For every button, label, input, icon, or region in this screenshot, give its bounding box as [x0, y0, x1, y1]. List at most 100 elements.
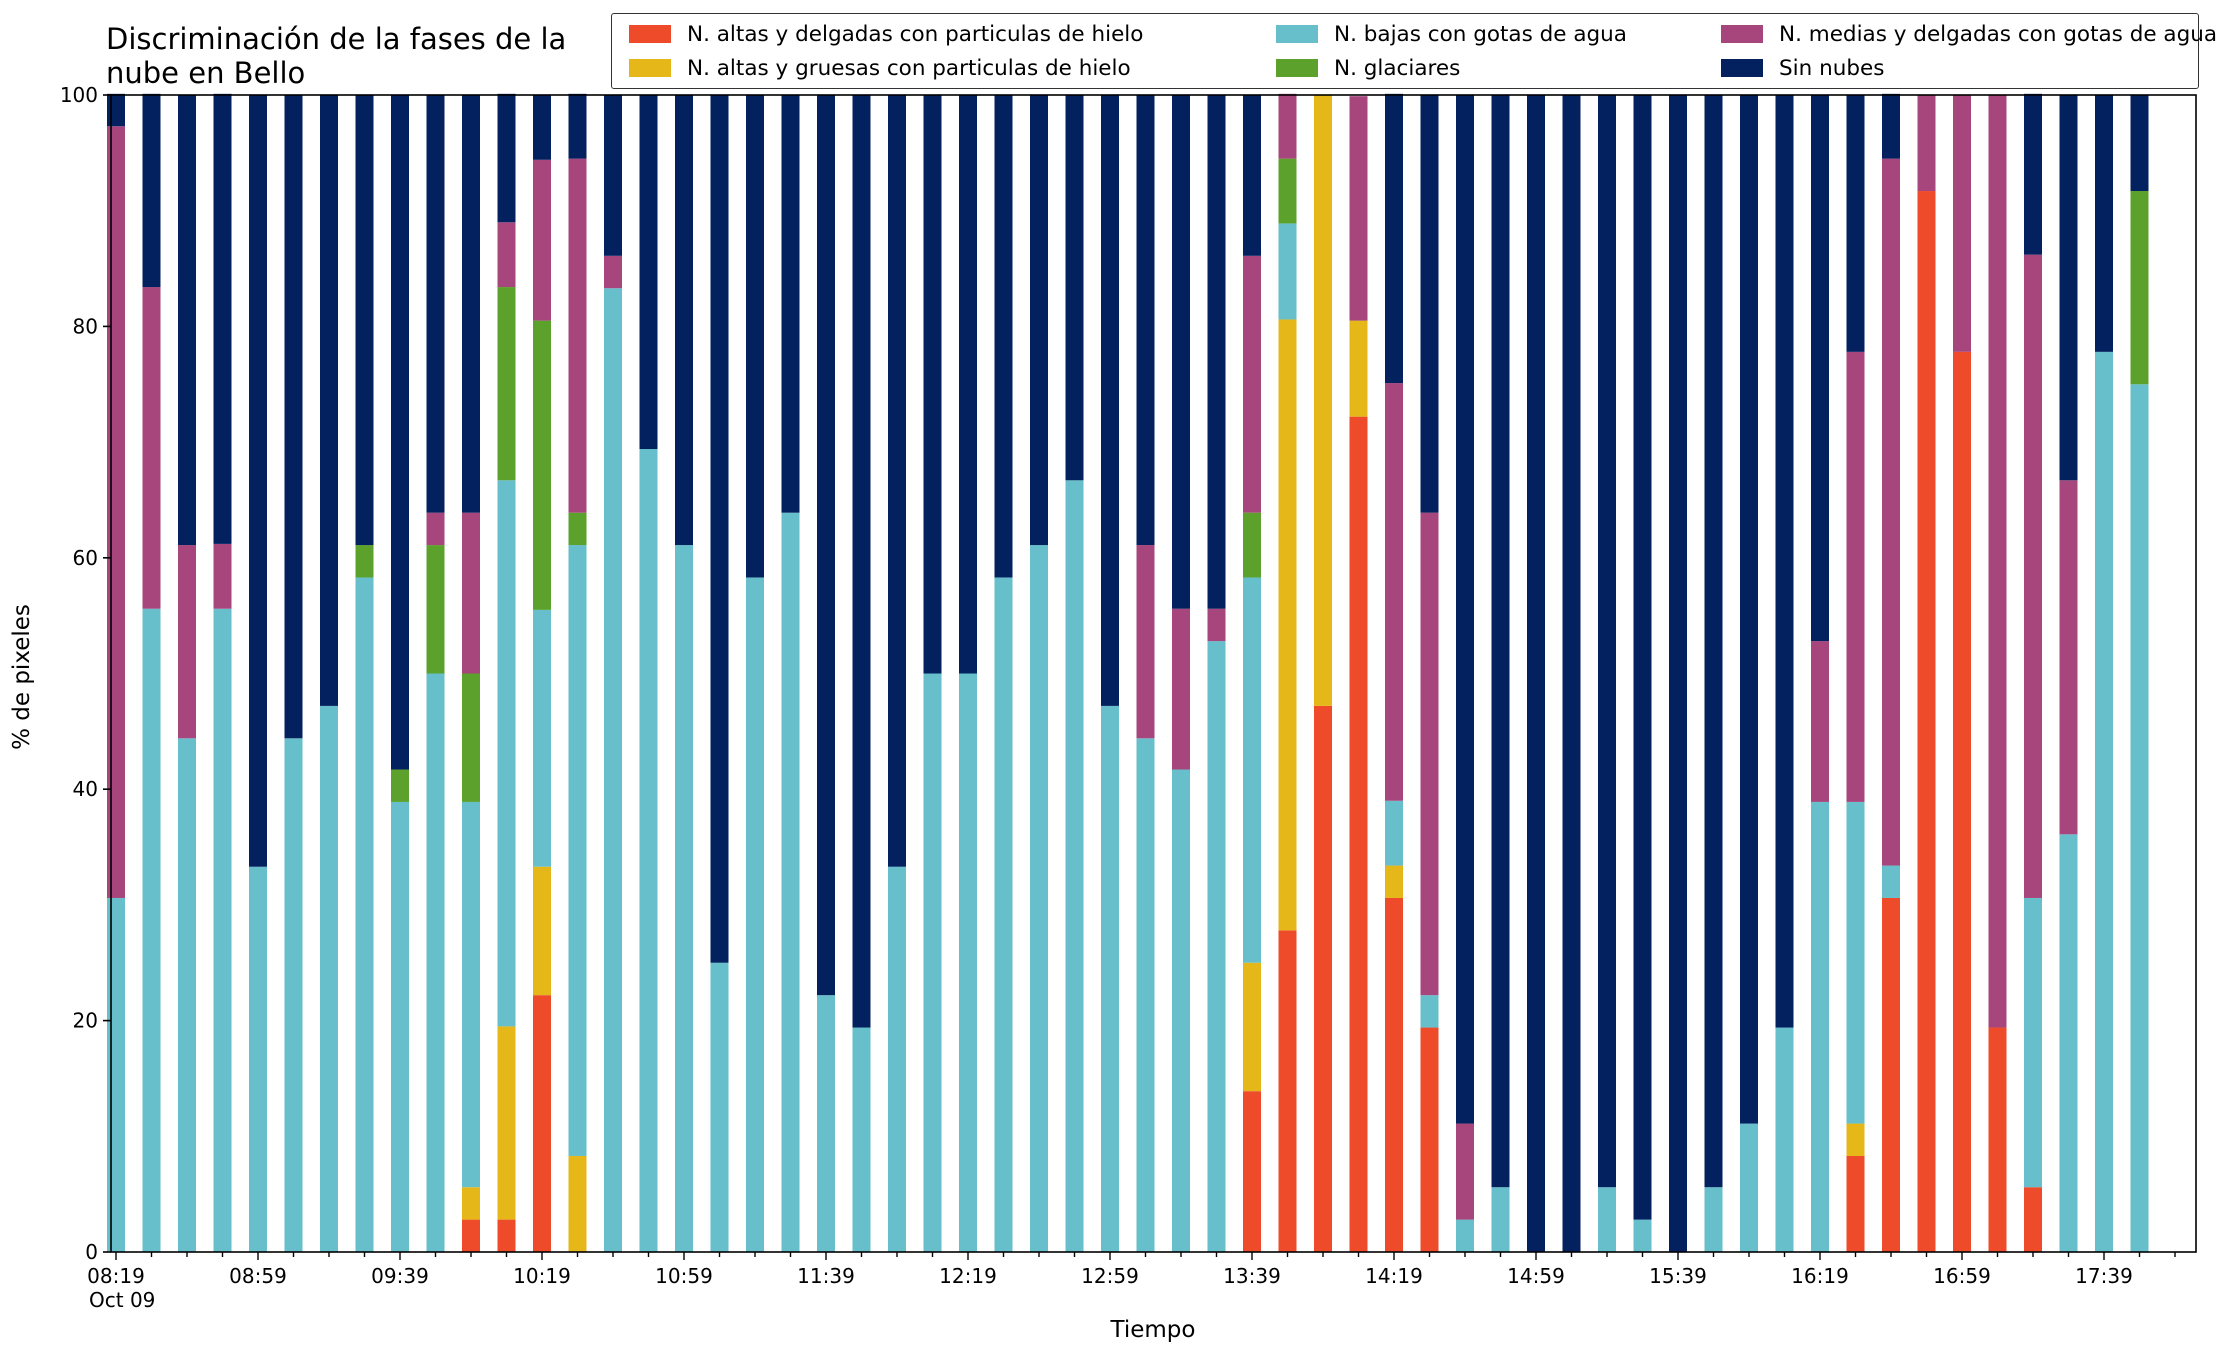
bar-segment-3-08:29 [142, 608, 161, 1252]
bar-segment-3-11:39 [817, 995, 835, 1252]
x-tick-label-11:39: 11:39 [797, 1264, 855, 1288]
legend-label-1: N. altas y delgadas con particulas de hi… [687, 21, 1144, 47]
bar-segment-6-17:39 [2095, 95, 2113, 352]
y-tick-label-20: 20 [73, 1009, 98, 1033]
x-axis-label: Tiempo [1110, 1317, 1196, 1343]
bar-segment-6-09:49 [426, 95, 445, 513]
bar-segment-1-13:59 [1314, 705, 1332, 1252]
bar-segment-6-15:29 [1633, 95, 1652, 1220]
legend-swatch-5 [1721, 25, 1763, 43]
bar-segment-2-13:49 [1278, 319, 1297, 931]
bar-segment-1-16:39 [1882, 897, 1900, 1252]
bar-segment-3-09:29 [355, 577, 374, 1252]
bar-segment-3-09:39 [391, 801, 409, 1252]
bar-segment-5-10:29 [568, 158, 587, 513]
bar-segment-3-08:19 [107, 897, 125, 1252]
bar-segment-6-14:59 [1527, 95, 1545, 1252]
bar-segment-6-15:19 [1598, 95, 1616, 1188]
bar-segment-6-08:29 [142, 93, 161, 288]
bar-segment-6-17:19 [2024, 93, 2042, 255]
bar-segment-5-13:09 [1136, 545, 1155, 739]
bar-segment-3-10:39 [604, 288, 622, 1253]
x-tick-label-16:19: 16:19 [1791, 1264, 1849, 1288]
bar-segment-6-15:59 [1740, 95, 1758, 1124]
bar-segment-3-08:59 [249, 866, 267, 1252]
x-tick-label-14:19: 14:19 [1365, 1264, 1423, 1288]
x-tick-label-10:59: 10:59 [655, 1264, 713, 1288]
bar-segment-3-14:29 [1420, 995, 1439, 1028]
bar-segment-3-11:09 [710, 962, 729, 1252]
x-tick-label-14:59: 14:59 [1507, 1264, 1565, 1288]
bar-segment-6-13:29 [1207, 95, 1226, 609]
bar-segment-5-08:19 [107, 126, 125, 898]
bar-segment-3-16:09 [1775, 1027, 1794, 1252]
x-tick-label-17:39: 17:39 [2075, 1264, 2133, 1288]
bar-segment-3-17:39 [2095, 351, 2113, 1253]
bar-segment-2-16:29 [1846, 1123, 1865, 1156]
bar-segment-1-14:29 [1420, 1027, 1439, 1252]
bar-segment-5-10:19 [533, 159, 551, 321]
bar-segment-3-09:09 [284, 738, 303, 1252]
legend-label-2: N. altas y gruesas con particulas de hie… [687, 55, 1131, 81]
y-axis-label: % de pixeles [9, 604, 35, 750]
legend-swatch-1 [629, 25, 671, 43]
y-tick-label-40: 40 [73, 777, 98, 801]
bar-segment-3-11:29 [781, 512, 800, 1252]
x-date-label: Oct 09 [89, 1288, 155, 1312]
bar-segment-3-15:29 [1633, 1219, 1652, 1252]
bar-segment-6-16:29 [1846, 95, 1865, 352]
bar-segment-2-14:09 [1349, 320, 1368, 417]
bar-segment-6-14:19 [1385, 93, 1403, 384]
bar-segment-3-12:39 [1030, 545, 1048, 1252]
bar-segment-5-16:39 [1882, 158, 1900, 866]
bar-segment-4-10:19 [533, 320, 551, 610]
bar-segment-3-10:49 [639, 449, 658, 1252]
bar-segment-6-11:09 [710, 95, 729, 963]
legend-item-1: N. altas y delgadas con particulas de hi… [629, 19, 1143, 49]
legend-label-6: Sin nubes [1779, 55, 1885, 81]
y-tick-label-0: 0 [85, 1240, 98, 1264]
bar-segment-3-14:19 [1385, 800, 1403, 866]
legend-item-5: N. medias y delgadas con gotas de agua [1721, 19, 2216, 49]
bar-segment-4-13:39 [1243, 512, 1261, 578]
bar-segment-3-16:29 [1846, 801, 1865, 1124]
bar-segment-6-16:39 [1882, 93, 1900, 159]
bar-segment-5-16:59 [1953, 95, 1971, 352]
bar-segment-3-17:29 [2059, 834, 2078, 1252]
x-tick-label-15:39: 15:39 [1649, 1264, 1707, 1288]
bar-segment-1-14:09 [1349, 416, 1368, 1252]
legend-swatch-4 [1276, 59, 1318, 77]
x-tick-label-12:19: 12:19 [939, 1264, 997, 1288]
bar-segment-6-15:09 [1562, 95, 1581, 1252]
bar-segment-1-14:19 [1385, 897, 1403, 1252]
bar-segment-3-10:59 [675, 545, 693, 1252]
bar-segment-5-14:29 [1420, 512, 1439, 996]
bar-segment-3-11:49 [852, 1027, 871, 1252]
bar-segment-6-13:39 [1243, 95, 1261, 256]
x-tick-label-08:19: 08:19 [87, 1264, 145, 1288]
bar-segment-3-15:59 [1740, 1123, 1758, 1252]
bar-segment-2-13:59 [1314, 95, 1332, 706]
bar-segment-6-10:49 [639, 95, 658, 450]
bar-segment-4-10:29 [568, 512, 587, 546]
bar-segment-3-12:09 [923, 673, 942, 1252]
bar-segment-6-11:49 [852, 95, 871, 1028]
x-tick-label-13:39: 13:39 [1223, 1264, 1281, 1288]
bar-segment-6-08:59 [249, 95, 267, 867]
bar-segment-3-12:29 [994, 577, 1013, 1252]
bar-segment-6-09:59 [462, 95, 480, 513]
chart-title: Discriminación de la fases de la nube en… [106, 22, 567, 90]
legend-swatch-2 [629, 59, 671, 77]
bar-segment-3-14:39 [1456, 1219, 1474, 1252]
x-tick-label-10:19: 10:19 [513, 1264, 571, 1288]
bar-segment-6-11:39 [817, 95, 835, 996]
bar-segment-6-08:39 [178, 95, 196, 546]
legend-item-6: Sin nubes [1721, 53, 1884, 83]
bar-segment-3-13:19 [1172, 769, 1190, 1252]
bar-segment-5-17:19 [2024, 254, 2042, 898]
bar-segment-5-14:09 [1349, 96, 1368, 321]
legend-item-2: N. altas y gruesas con particulas de hie… [629, 53, 1131, 83]
legend-item-3: N. bajas con gotas de agua [1276, 19, 1627, 49]
bar-segment-2-13:39 [1243, 962, 1261, 1092]
